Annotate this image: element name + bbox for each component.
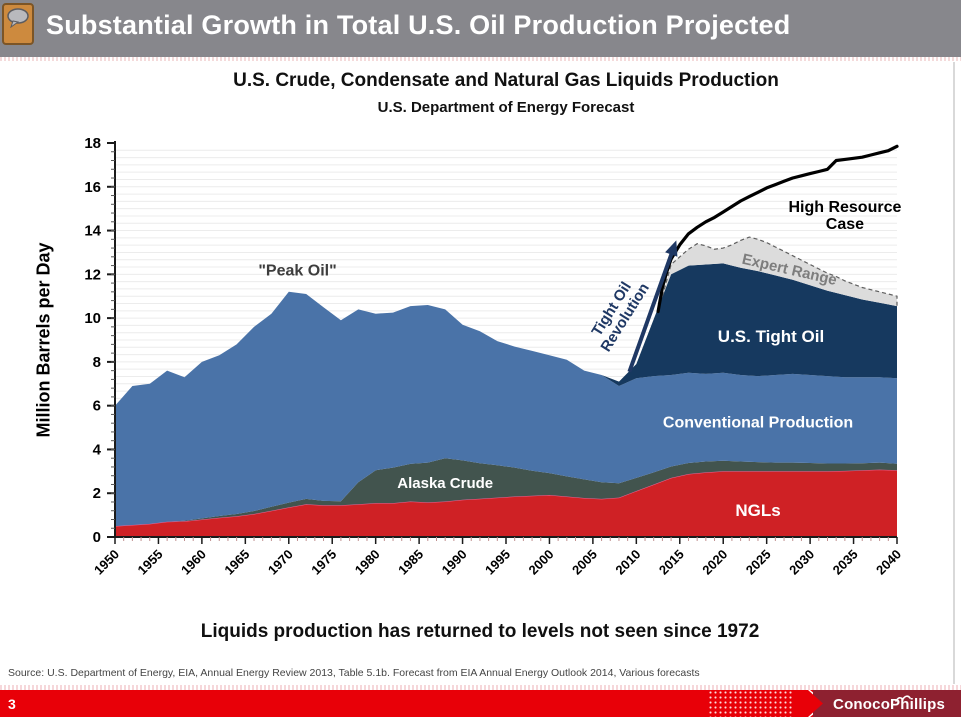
bird-icon [895, 689, 911, 706]
brand-text: ConocoPhillips [833, 696, 945, 713]
footer-brand-panel [813, 690, 961, 717]
svg-text:10: 10 [84, 310, 101, 327]
conocophillips-logo: ConocoPhillips [833, 695, 945, 713]
svg-text:0: 0 [93, 529, 101, 546]
slide-edge-line [953, 62, 955, 684]
svg-text:16: 16 [84, 179, 101, 196]
svg-text:NGLs: NGLs [735, 501, 780, 520]
svg-text:Conventional Production: Conventional Production [663, 415, 853, 432]
comment-marker-icon[interactable] [2, 3, 34, 45]
svg-text:2010: 2010 [612, 547, 643, 578]
svg-text:"Peak Oil": "Peak Oil" [258, 262, 336, 279]
svg-text:2035: 2035 [830, 547, 861, 578]
svg-text:1970: 1970 [265, 547, 296, 578]
svg-text:2020: 2020 [699, 547, 730, 578]
source-citation: Source: U.S. Department of Energy, EIA, … [8, 667, 700, 679]
header-divider [0, 57, 961, 61]
speech-bubble-icon [7, 8, 29, 28]
svg-text:2: 2 [93, 485, 101, 502]
chart-title: U.S. Crude, Condensate and Natural Gas L… [233, 70, 779, 91]
svg-text:1960: 1960 [178, 547, 209, 578]
svg-text:1975: 1975 [308, 547, 339, 578]
svg-text:12: 12 [84, 266, 101, 283]
callout-text: Liquids production has returned to level… [200, 621, 760, 642]
svg-text:1980: 1980 [352, 547, 383, 578]
slide-title: Substantial Growth in Total U.S. Oil Pro… [46, 10, 791, 40]
svg-text:1995: 1995 [482, 547, 513, 578]
svg-text:2030: 2030 [786, 547, 817, 578]
footer-halftone-pattern [708, 690, 808, 717]
svg-text:8: 8 [93, 354, 101, 371]
svg-text:2000: 2000 [526, 547, 557, 578]
footer-divider [0, 685, 961, 690]
header-bar: Substantial Growth in Total U.S. Oil Pro… [0, 0, 961, 57]
svg-text:2025: 2025 [743, 547, 774, 578]
svg-text:6: 6 [93, 398, 101, 415]
chart-subtitle: U.S. Department of Energy Forecast [377, 99, 635, 116]
svg-text:2040: 2040 [873, 547, 904, 578]
svg-text:1990: 1990 [439, 547, 470, 578]
svg-text:1965: 1965 [221, 547, 252, 578]
svg-text:U.S. Tight Oil: U.S. Tight Oil [718, 327, 824, 346]
svg-text:1955: 1955 [135, 547, 166, 578]
svg-text:1985: 1985 [395, 547, 426, 578]
y-axis-title: Million Barrels per Day [33, 242, 54, 438]
svg-text:Tight OilRevolution: Tight OilRevolution [584, 272, 653, 355]
svg-text:4: 4 [93, 441, 102, 458]
svg-text:14: 14 [84, 223, 101, 240]
svg-text:2005: 2005 [569, 547, 600, 578]
svg-text:2015: 2015 [656, 547, 687, 578]
svg-text:18: 18 [84, 135, 101, 152]
svg-text:Alaska Crude: Alaska Crude [397, 475, 493, 492]
page-number: 3 [8, 696, 16, 712]
footer-bar: 3 ConocoPhillips [0, 690, 961, 717]
svg-text:1950: 1950 [91, 547, 122, 578]
